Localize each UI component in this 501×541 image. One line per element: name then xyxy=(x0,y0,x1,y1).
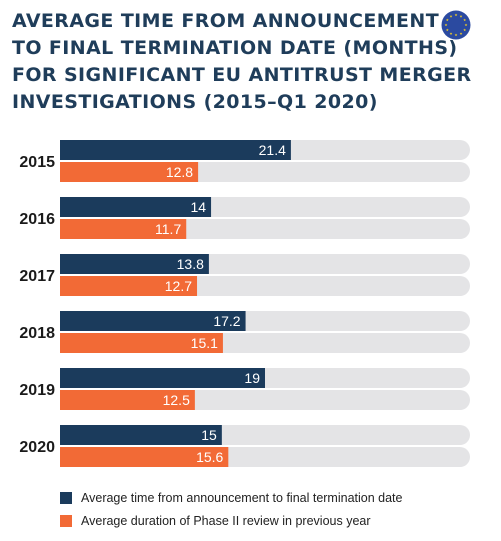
year-label-2020: 2020 xyxy=(19,439,55,456)
value-label-2017-announcement: 13.8 xyxy=(177,256,204,272)
bar-2016-phase-ii xyxy=(60,219,187,239)
bar-2019-phase-ii xyxy=(60,390,195,410)
bar-chart: 2015 21.4 12.8 2016 14 11.7 2017 13.8 12.7 2018 17… xyxy=(19,140,470,467)
legend-label-phase-ii: Average duration of Phase II review in p… xyxy=(81,514,371,528)
value-label-2015-announcement: 21.4 xyxy=(259,142,286,158)
bar-2015-phase-ii xyxy=(60,162,199,182)
title-line-1: AVERAGE TIME FROM ANNOUNCEMENT xyxy=(12,10,440,32)
bar-2018-announcement xyxy=(60,311,246,331)
eu-star-9 xyxy=(445,28,449,32)
year-label-2017: 2017 xyxy=(19,268,55,285)
bar-2016-announcement xyxy=(60,197,212,217)
title-line-3: FOR SIGNIFICANT EU ANTITRUST MERGER xyxy=(12,64,472,86)
bar-2018-phase-ii xyxy=(60,333,223,353)
year-label-2019: 2019 xyxy=(19,382,55,399)
eu-star-6 xyxy=(459,32,463,35)
bar-2015-announcement xyxy=(60,140,291,160)
eu-flag-stars xyxy=(444,13,468,37)
eu-star-7 xyxy=(454,33,458,37)
eu-flag-background xyxy=(441,10,471,40)
eu-star-11 xyxy=(445,18,449,22)
title-line-2: TO FINAL TERMINATION DATE (MONTHS) xyxy=(12,37,458,59)
value-label-2015-phase-ii: 12.8 xyxy=(166,164,193,180)
bar-2017-phase-ii xyxy=(60,276,198,296)
value-label-2020-announcement: 15 xyxy=(201,427,217,443)
legend-swatch-navy xyxy=(60,492,72,504)
legend-swatch-orange xyxy=(60,515,72,527)
bar-2019-announcement xyxy=(60,368,265,388)
chart-title: AVERAGE TIME FROM ANNOUNCEMENT TO FINAL … xyxy=(12,8,472,116)
eu-star-8 xyxy=(449,32,453,35)
eu-flag-icon xyxy=(441,10,471,40)
legend-item-phase-ii: Average duration of Phase II review in p… xyxy=(60,511,402,531)
bar-2020-phase-ii xyxy=(60,447,229,467)
eu-star-2 xyxy=(459,14,463,18)
value-label-2018-phase-ii: 15.1 xyxy=(191,335,218,351)
year-label-2015: 2015 xyxy=(19,154,55,171)
value-label-2019-phase-ii: 12.5 xyxy=(163,392,190,408)
legend-item-announcement: Average time from announcement to final … xyxy=(60,488,402,508)
value-label-2018-announcement: 17.2 xyxy=(213,313,240,329)
value-label-2016-phase-ii: 11.7 xyxy=(155,221,181,237)
eu-star-5 xyxy=(463,28,467,32)
value-label-2017-phase-ii: 12.7 xyxy=(165,278,192,294)
eu-star-1 xyxy=(454,13,458,17)
value-label-2016-announcement: 14 xyxy=(190,199,206,215)
eu-star-3 xyxy=(463,18,467,22)
value-label-2020-phase-ii: 15.6 xyxy=(196,449,223,465)
legend-label-announcement: Average time from announcement to final … xyxy=(81,491,403,505)
value-label-2019-announcement: 19 xyxy=(244,370,260,386)
title-line-4: INVESTIGATIONS (2015–Q1 2020) xyxy=(12,91,378,113)
year-label-2016: 2016 xyxy=(19,211,55,228)
bar-2017-announcement xyxy=(60,254,209,274)
legend: Average time from announcement to final … xyxy=(60,488,402,534)
year-label-2018: 2018 xyxy=(19,325,55,342)
eu-star-12 xyxy=(449,14,453,18)
bar-2020-announcement xyxy=(60,425,222,445)
eu-star-4 xyxy=(464,23,468,27)
eu-star-10 xyxy=(444,23,448,27)
